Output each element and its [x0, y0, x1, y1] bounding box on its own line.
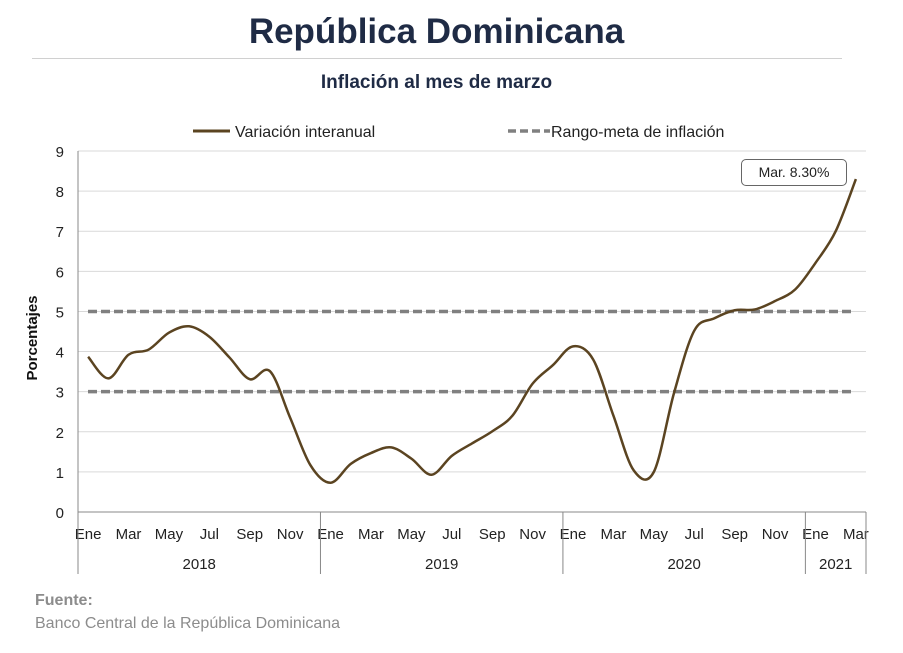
x-tick-label: Nov	[277, 526, 304, 543]
x-tick-label: Nov	[762, 526, 789, 543]
reference-lines-layer	[88, 309, 852, 394]
series-layer	[87, 178, 858, 484]
x-tick-label: Sep	[236, 526, 263, 543]
series-line-variacion	[87, 178, 858, 484]
year-label: 2018	[183, 556, 216, 573]
x-tick-label: Mar	[843, 526, 869, 543]
x-tick-label: Sep	[479, 526, 506, 543]
y-tick-label: 0	[56, 505, 64, 522]
x-tick-label: Mar	[601, 526, 627, 543]
x-tick-label: Jul	[685, 526, 704, 543]
x-tick-label: May	[640, 526, 669, 543]
y-tick-label: 3	[56, 385, 64, 402]
legend: Variación interanual Rango-meta de infla…	[193, 124, 724, 141]
x-tick-label: Nov	[519, 526, 546, 543]
x-tick-label: May	[397, 526, 426, 543]
source-text: Banco Central de la República Dominicana	[35, 615, 341, 632]
y-tick-label: 4	[56, 345, 64, 362]
y-tick-label: 9	[56, 144, 64, 161]
x-tick-label: Jul	[200, 526, 219, 543]
y-tick-label: 2	[56, 425, 64, 442]
x-tick-label: Jul	[442, 526, 461, 543]
y-axis-label: Porcentajes	[24, 295, 41, 380]
x-tick-label: Ene	[560, 526, 587, 543]
y-tick-label: 5	[56, 304, 64, 321]
y-tick-label: 1	[56, 465, 64, 482]
year-label: 2020	[667, 556, 700, 573]
y-tick-label: 7	[56, 224, 64, 241]
year-label: 2019	[425, 556, 458, 573]
x-tick-label: Ene	[75, 526, 102, 543]
x-tick-label: Ene	[317, 526, 344, 543]
last-value-annotation: Mar. 8.30%	[741, 159, 847, 186]
legend-label-variacion: Variación interanual	[235, 124, 375, 141]
x-tick-label: Mar	[116, 526, 142, 543]
y-tick-label: 8	[56, 184, 64, 201]
year-label: 2021	[819, 556, 852, 573]
x-tick-label: Mar	[358, 526, 384, 543]
x-tick-label: May	[155, 526, 184, 543]
y-tick-label: 6	[56, 264, 64, 281]
legend-label-rango-meta: Rango-meta de inflación	[551, 124, 724, 141]
axes-layer: 0 1 2 3 4 5 6 7 8 9 Ene Mar May Jul Sep Nov Ene Mar May Jul…	[56, 144, 869, 574]
title-divider	[32, 58, 842, 59]
x-tick-label: Ene	[802, 526, 829, 543]
x-tick-label: Sep	[721, 526, 748, 543]
chart-title: República Dominicana	[248, 12, 625, 51]
chart-subtitle: Inflación al mes de marzo	[320, 72, 553, 93]
source-label: Fuente:	[35, 592, 93, 609]
